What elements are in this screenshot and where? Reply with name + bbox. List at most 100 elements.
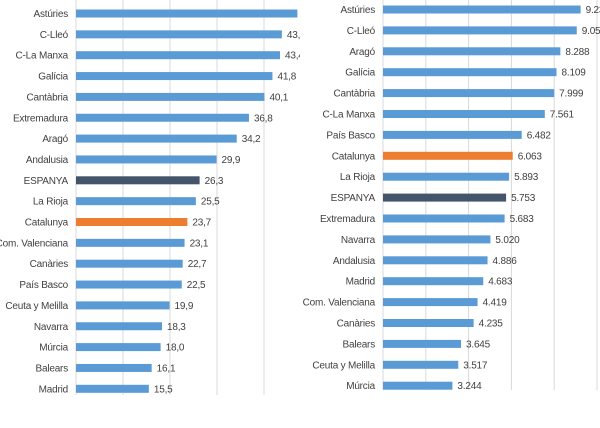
right-bar-ceuta-y-melilla <box>383 360 459 369</box>
left-category-label-catalunya: Catalunya <box>25 218 69 229</box>
left-value-label-pais-basco: 22,5 <box>187 280 206 291</box>
right-bar-murcia <box>383 381 453 390</box>
left-bar-espanya <box>76 176 200 185</box>
left-bar-galicia <box>76 72 273 81</box>
left-category-label-ceuta-y-melilla: Ceuta y Melilla <box>5 301 68 312</box>
left-bar-andalusia <box>76 155 217 164</box>
left-value-label-navarra: 18,3 <box>167 322 186 333</box>
left-category-label-asturies: Astúries <box>33 9 68 20</box>
right-bar-chart: Astúries 9.234 C-Lleó 9.054 Aragó 8.288 Galíci… <box>303 0 600 392</box>
left-value-label-catalunya: 23,7 <box>192 218 211 229</box>
right-category-label-arago: Aragó <box>349 47 375 58</box>
left-category-label-espanya: ESPANYA <box>24 176 69 187</box>
left-value-label-murcia: 18,0 <box>166 343 185 354</box>
right-category-label-la-rioja: La Rioja <box>340 172 376 183</box>
right-bar-c-lleo <box>383 26 577 35</box>
right-value-label-catalunya: 6.063 <box>518 151 543 162</box>
right-category-label-espanya: ESPANYA <box>331 193 376 204</box>
left-bar-arago <box>76 134 237 143</box>
left-bar-navarra <box>76 322 163 331</box>
left-value-label-cantabria: 40,1 <box>269 92 288 103</box>
right-category-label-c-la-manxa: C-La Manxa <box>323 110 376 121</box>
left-bar-madrid <box>76 384 149 393</box>
right-value-label-canaries: 4.235 <box>479 319 504 330</box>
right-value-label-galicia: 8.109 <box>562 68 587 79</box>
right-category-label-murcia: Múrcia <box>346 381 375 392</box>
right-value-label-arago: 8.288 <box>565 47 590 58</box>
right-value-label-c-lleo: 9.054 <box>582 26 600 37</box>
right-value-label-asturies: 9.234 <box>586 5 600 16</box>
left-bar-extremadura <box>76 113 249 122</box>
left-value-label-c-la-manxa: 43,4 <box>285 51 304 62</box>
left-bar-ceuta-y-melilla <box>76 301 170 310</box>
left-value-label-asturies: 47,1 <box>302 9 321 20</box>
right-value-label-extremadura: 5.683 <box>510 214 535 225</box>
right-category-label-galicia: Galícia <box>345 68 375 79</box>
left-bar-la-rioja <box>76 197 196 206</box>
left-bar-asturies <box>76 9 298 18</box>
right-bar-catalunya <box>383 151 513 160</box>
right-value-label-espanya: 5.753 <box>511 193 536 204</box>
right-bar-canaries <box>383 319 474 327</box>
right-category-label-catalunya: Catalunya <box>332 151 376 162</box>
left-category-label-la-rioja: La Rioja <box>33 197 69 208</box>
left-value-label-com-valenciana: 23,1 <box>190 238 209 249</box>
left-value-label-espanya: 26,3 <box>205 176 224 187</box>
left-category-label-cantabria: Cantàbria <box>26 92 68 103</box>
left-category-label-c-la-manxa: C-La Manxa <box>16 51 69 62</box>
right-category-label-ceuta-y-melilla: Ceuta y Melilla <box>312 360 375 371</box>
right-value-label-andalusia: 4.886 <box>493 256 518 267</box>
right-bar-c-la-manxa <box>383 110 545 118</box>
left-category-label-pais-basco: País Basco <box>19 280 68 291</box>
right-category-label-com-valenciana: Com. Valenciana <box>303 298 376 309</box>
left-category-label-murcia: Múrcia <box>39 343 68 354</box>
left-bar-balears <box>76 363 152 372</box>
left-bar-canaries <box>76 259 183 268</box>
left-value-label-balears: 16,1 <box>157 363 176 374</box>
right-bar-la-rioja <box>383 172 510 181</box>
left-category-label-arago: Aragó <box>42 134 68 145</box>
left-bar-pais-basco <box>76 280 182 289</box>
right-category-label-andalusia: Andalusia <box>333 256 376 267</box>
right-value-label-la-rioja: 5.893 <box>514 172 539 183</box>
left-bar-catalunya <box>76 218 188 226</box>
left-bar-c-la-manxa <box>76 51 280 60</box>
right-category-label-madrid: Madrid <box>346 277 375 288</box>
right-bar-cantabria <box>383 89 555 98</box>
left-category-label-madrid: Madrid <box>39 384 68 395</box>
left-value-label-madrid: 15,5 <box>154 384 173 395</box>
right-bar-andalusia <box>383 256 488 265</box>
right-category-label-extremadura: Extremadura <box>320 214 376 225</box>
left-value-label-extremadura: 36,8 <box>254 113 273 124</box>
left-bar-cantabria <box>76 92 265 101</box>
left-bar-com-valenciana <box>76 238 185 247</box>
left-category-label-andalusia: Andalusia <box>26 155 69 166</box>
right-category-label-cantabria: Cantàbria <box>333 89 375 100</box>
right-bar-galicia <box>383 68 557 77</box>
right-bar-madrid <box>383 277 484 286</box>
right-value-label-madrid: 4.683 <box>488 277 513 288</box>
right-bar-extremadura <box>383 214 505 223</box>
right-category-label-pais-basco: País Basco <box>326 130 375 141</box>
right-category-label-canaries: Canàries <box>337 319 376 330</box>
left-value-label-ceuta-y-melilla: 19,9 <box>175 301 194 312</box>
right-value-label-ceuta-y-melilla: 3.517 <box>463 360 488 371</box>
left-category-label-galicia: Galícia <box>38 72 68 83</box>
left-category-label-canaries: Canàries <box>30 259 69 270</box>
right-value-label-balears: 3.645 <box>466 339 491 350</box>
left-value-label-arago: 34,2 <box>242 134 261 145</box>
left-category-label-navarra: Navarra <box>34 322 69 333</box>
left-value-label-andalusia: 29,9 <box>222 155 241 166</box>
left-value-label-galicia: 41,8 <box>277 72 296 83</box>
right-category-label-balears: Balears <box>342 339 375 350</box>
right-category-label-navarra: Navarra <box>341 235 376 246</box>
right-bar-espanya <box>383 193 507 202</box>
right-bar-asturies <box>383 5 581 14</box>
left-category-label-extremadura: Extremadura <box>13 113 69 124</box>
left-category-label-c-lleo: C-Lleó <box>40 30 69 41</box>
left-bar-chart: Astúries 47,1 C-Lleó 43,8 C-La Manxa 43,4 Galí… <box>0 0 321 395</box>
right-bar-arago <box>383 47 561 56</box>
right-value-label-murcia: 3.244 <box>457 381 482 392</box>
right-bar-com-valenciana <box>383 298 478 307</box>
